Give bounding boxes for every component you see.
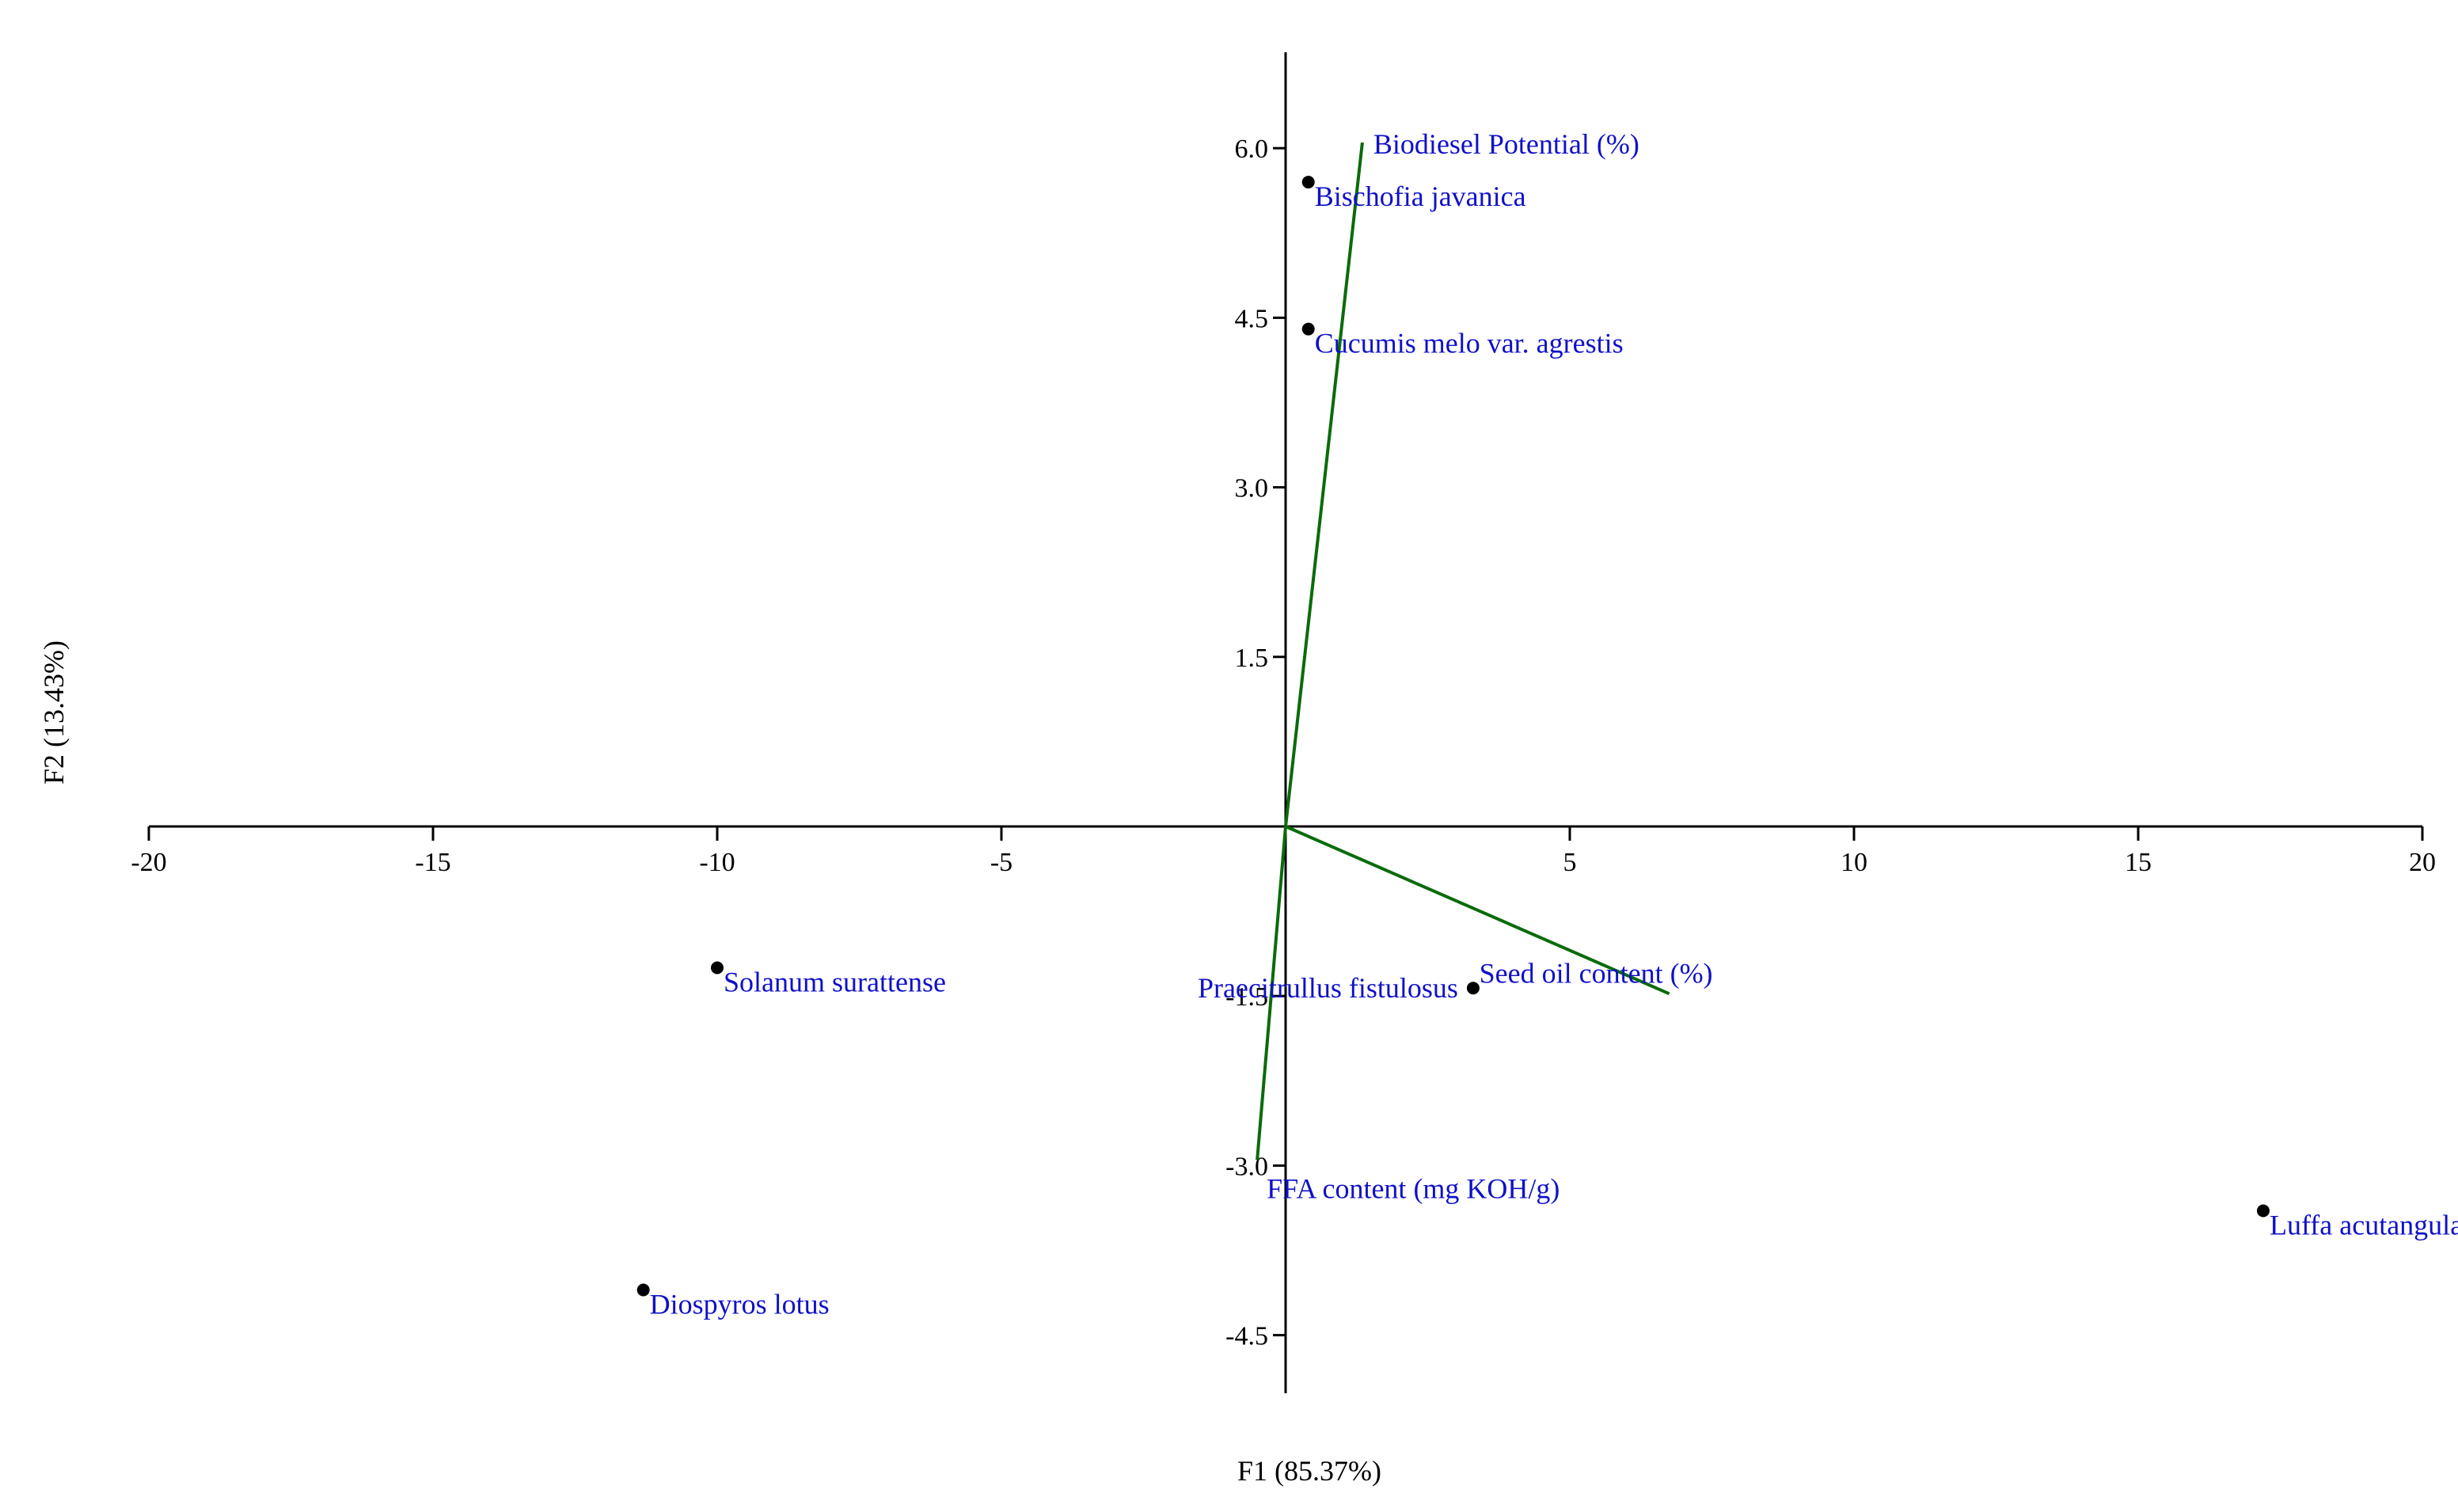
variable-vector	[1285, 825, 1670, 996]
variable-vector-label: Biodiesel Potential (%)	[1373, 128, 1639, 160]
variable-vector	[1256, 826, 1287, 1161]
y-tick-label: 4.5	[1235, 304, 1269, 333]
x-tick-label: -5	[990, 848, 1012, 877]
observation-label: Diospyros lotus	[650, 1288, 830, 1320]
x-tick-label: -10	[699, 848, 735, 877]
y-tick-label: -1.5	[1225, 982, 1268, 1012]
observation-point	[1301, 322, 1315, 336]
observation-label: Solanum surattense	[724, 967, 946, 998]
observation-point	[1466, 982, 1480, 995]
x-axis-ticks: -20 -15 -10 -5 5 10 15 20	[131, 826, 2436, 877]
y-tick-label: 3.0	[1235, 474, 1269, 503]
x-tick-label: -20	[131, 848, 166, 877]
x-tick-label: 5	[1563, 848, 1577, 877]
y-axis-ticks: 6.0 4.5 3.0 1.5 -1.5 -3.0 -4.5	[1225, 135, 1286, 1351]
variable-vector-label: Seed oil content (%)	[1480, 957, 1713, 989]
variable-vector	[1284, 142, 1364, 827]
observation-point	[1301, 176, 1315, 189]
observation-points: Bischofia javanica Cucumis melo var. agre…	[636, 176, 2458, 1320]
observation-label: Praecitrullus fistulosus	[1198, 972, 1458, 1004]
y-tick-label: 6.0	[1235, 135, 1269, 164]
observation-label: Bischofia javanica	[1315, 180, 1526, 212]
y-tick-label: -4.5	[1225, 1322, 1268, 1351]
x-tick-label: 20	[2409, 848, 2436, 877]
y-axis-title: F2 (13.43%)	[38, 640, 70, 784]
y-tick-label: -3.0	[1225, 1152, 1268, 1181]
x-tick-label: 15	[2125, 848, 2152, 877]
observation-label: Luffa acutangula	[2270, 1210, 2458, 1241]
observation-point	[2256, 1204, 2270, 1218]
observation-label: Cucumis melo var. agrestis	[1315, 328, 1624, 359]
variable-vectors: Biodiesel Potential (%) Seed oil content …	[1256, 128, 1713, 1204]
x-tick-label: 10	[1841, 848, 1867, 877]
y-tick-label: 1.5	[1235, 644, 1269, 673]
variable-vector-label: FFA content (mg KOH/g)	[1267, 1172, 1560, 1204]
observation-point	[711, 961, 724, 974]
axes: -20 -15 -10 -5 5 10 15 20 6.0 4.5 3.0 1.5 -1.5 -3.0 -…	[131, 52, 2436, 1393]
x-axis-title: F1 (85.37%)	[1237, 1455, 1381, 1487]
observation-point	[636, 1283, 650, 1297]
x-tick-label: -15	[415, 848, 450, 877]
